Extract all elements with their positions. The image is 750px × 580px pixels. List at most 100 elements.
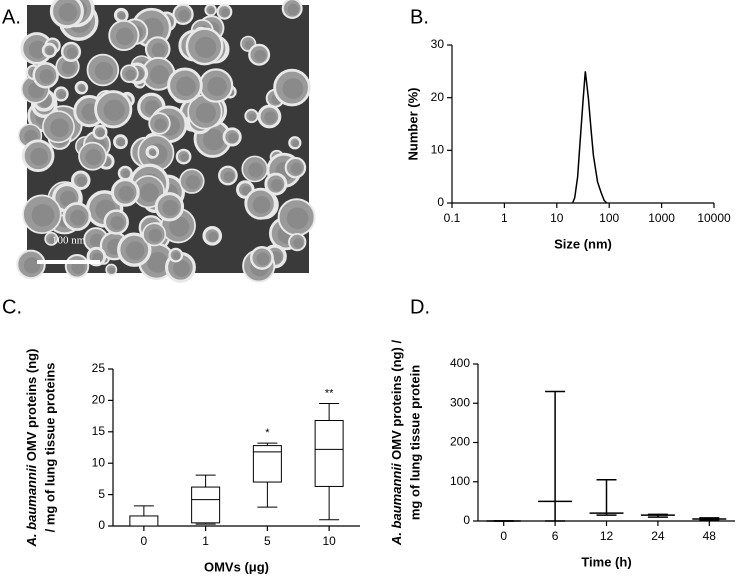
x-axis-label: OMVs (μg) bbox=[204, 559, 269, 574]
box bbox=[314, 419, 344, 487]
y-tick-label: 10 bbox=[431, 143, 445, 157]
vesicle-core bbox=[254, 49, 267, 62]
y-tick-label: 20 bbox=[431, 90, 445, 104]
vesicle-core bbox=[23, 257, 41, 274]
vesicle-core bbox=[173, 260, 190, 277]
vesicle-core bbox=[125, 69, 136, 80]
vesicle-core bbox=[185, 175, 200, 190]
x-tick-label: 12 bbox=[600, 529, 614, 543]
vesicle-core bbox=[208, 7, 215, 15]
vesicle-core bbox=[221, 8, 230, 17]
vesicle-core bbox=[290, 162, 303, 175]
y-axis-label: A. baumannii OMV proteins (ng) / bbox=[389, 340, 404, 547]
significance: ** bbox=[325, 387, 334, 399]
y-axis-label-italic: A. baumannii bbox=[389, 463, 404, 546]
y-tick-label: 10 bbox=[92, 455, 106, 469]
vesicle-core bbox=[85, 149, 102, 166]
panel-label: D. bbox=[410, 296, 430, 318]
significance: * bbox=[265, 427, 270, 439]
y-axis-label-text: OMV proteins (ng) / bbox=[389, 340, 404, 464]
y-axis-label: A. baumannii OMV proteins (ng) bbox=[24, 349, 39, 548]
vesicle-core bbox=[116, 27, 134, 46]
y-tick-label: 5 bbox=[98, 487, 105, 501]
vesicle-core bbox=[207, 76, 227, 97]
y-tick-label: 300 bbox=[450, 395, 470, 409]
x-tick-label: 0 bbox=[141, 534, 148, 548]
vesicle-core bbox=[117, 139, 126, 147]
micrograph bbox=[16, 0, 316, 283]
vesicle-core bbox=[148, 228, 162, 243]
vesicle-core bbox=[162, 199, 179, 216]
vesicle-core bbox=[150, 149, 157, 157]
x-tick-label: 10 bbox=[322, 534, 336, 548]
vesicle-core bbox=[287, 3, 299, 16]
vesicle-core bbox=[61, 60, 76, 75]
x-axis-label: Time (h) bbox=[581, 554, 631, 569]
vesicle-core bbox=[139, 183, 159, 203]
vesicle-core bbox=[286, 207, 309, 230]
vesicle-core bbox=[103, 99, 125, 121]
x-tick-label: 0 bbox=[500, 529, 507, 543]
x-tick-label: 1 bbox=[501, 211, 508, 225]
y-tick-label: 200 bbox=[450, 435, 470, 449]
vesicle-core bbox=[31, 203, 55, 227]
vesicle-core bbox=[97, 129, 105, 137]
panel-label: C. bbox=[2, 296, 22, 318]
vesicle-core bbox=[125, 241, 145, 261]
box bbox=[191, 486, 221, 524]
y-tick-label: 400 bbox=[450, 356, 470, 370]
vesicle-core bbox=[176, 76, 196, 97]
vesicle-core bbox=[194, 36, 217, 59]
y-tick-label: 30 bbox=[431, 37, 445, 51]
vesicle-core bbox=[293, 238, 304, 249]
box bbox=[252, 445, 282, 483]
y-axis-label: Number (%) bbox=[405, 88, 420, 161]
vesicle-core bbox=[195, 102, 216, 123]
data-line bbox=[571, 71, 608, 204]
vesicle-core bbox=[48, 236, 56, 244]
vesicle-core bbox=[122, 170, 131, 178]
vesicle-core bbox=[118, 12, 126, 20]
vesicle-core bbox=[173, 252, 181, 260]
vesicle-core bbox=[50, 118, 69, 138]
x-tick-label: 24 bbox=[651, 529, 665, 543]
vesicle-core bbox=[58, 3, 78, 22]
y-axis-label-text: OMV proteins (ng) bbox=[24, 349, 39, 465]
vesicle-core bbox=[292, 140, 300, 148]
panel-label: B. bbox=[410, 6, 429, 28]
y-tick-label: 15 bbox=[92, 424, 106, 438]
y-axis-label-line2: / mg of lung tissue proteins bbox=[42, 363, 57, 533]
vesicle-core bbox=[228, 132, 239, 143]
x-tick-label: 0.1 bbox=[444, 211, 461, 225]
x-tick-label: 100 bbox=[599, 211, 619, 225]
vesicle-core bbox=[151, 42, 166, 58]
vesicle-core bbox=[178, 9, 190, 22]
x-tick-label: 10 bbox=[550, 211, 564, 225]
vesicle-core bbox=[76, 176, 87, 187]
y-tick-label: 0 bbox=[463, 513, 470, 527]
y-tick-label: 100 bbox=[450, 474, 470, 488]
vesicle-core bbox=[70, 209, 86, 226]
vesicle-core bbox=[79, 85, 86, 92]
vesicle-core bbox=[248, 113, 257, 121]
vesicle-core bbox=[109, 267, 116, 274]
vesicle-core bbox=[58, 91, 66, 99]
vesicle-core bbox=[208, 231, 219, 242]
x-tick-label: 48 bbox=[703, 529, 717, 543]
vesicle-core bbox=[203, 129, 225, 151]
vesicle-core bbox=[60, 190, 76, 207]
vesicle-core bbox=[256, 252, 270, 266]
vesicle-core bbox=[118, 185, 134, 202]
y-tick-label: 20 bbox=[92, 393, 106, 407]
y-axis-label-line2: mg of lung tissue protein bbox=[407, 365, 422, 520]
vesicle-core bbox=[94, 61, 114, 81]
scale-bar-label: 100 nm bbox=[52, 235, 86, 247]
vesicle-core bbox=[149, 65, 169, 85]
vesicle-core bbox=[241, 185, 251, 196]
y-tick-label: 25 bbox=[92, 361, 106, 375]
x-tick-label: 1 bbox=[202, 534, 209, 548]
vesicle-core bbox=[223, 171, 235, 182]
vesicle-core bbox=[282, 78, 304, 99]
vesicle-core bbox=[147, 251, 168, 273]
